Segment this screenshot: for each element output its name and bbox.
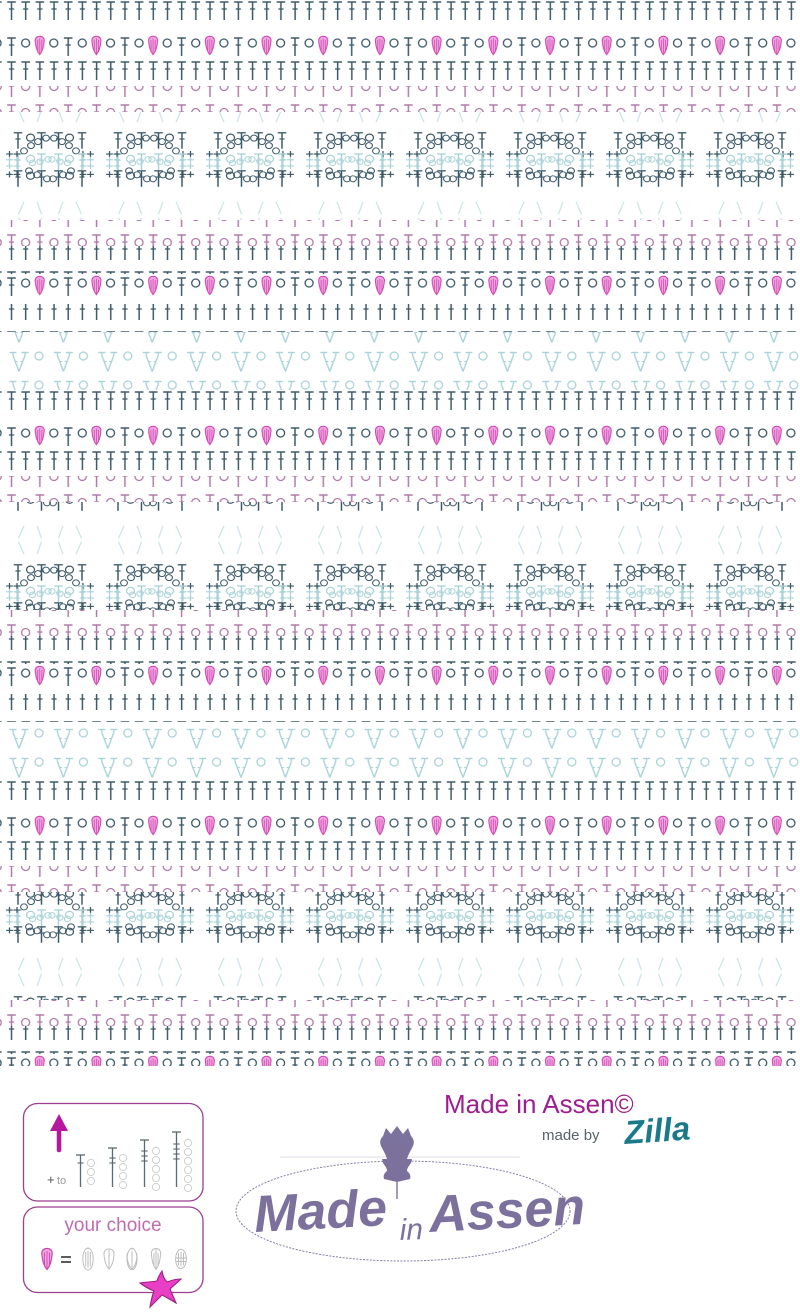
- svg-text:made by: made by: [542, 1127, 600, 1144]
- svg-text:Made: Made: [253, 1179, 389, 1244]
- svg-text:+: +: [47, 1172, 55, 1187]
- svg-text:in: in: [399, 1213, 423, 1247]
- svg-text:Made in Assen©: Made in Assen©: [444, 1089, 634, 1119]
- svg-text:to: to: [57, 1175, 66, 1187]
- svg-text:Zilla: Zilla: [622, 1109, 691, 1151]
- svg-text:your choice: your choice: [64, 1215, 161, 1236]
- svg-text:Assen: Assen: [426, 1178, 587, 1244]
